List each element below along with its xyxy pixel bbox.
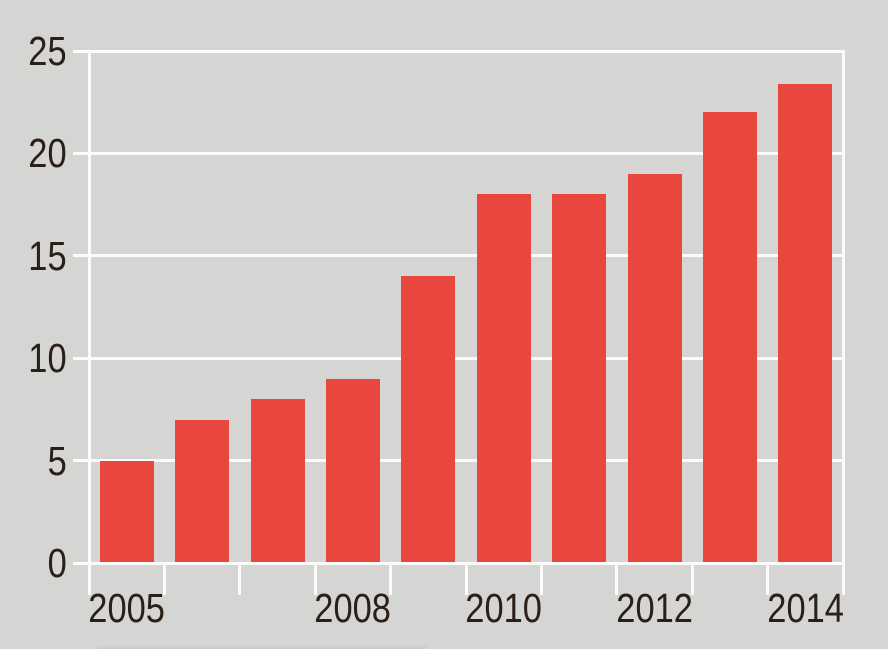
bar [702,112,757,563]
y-axis-line [87,49,91,594]
gridline [73,356,843,360]
x-tick-label-text: 2008 [314,585,392,631]
y-tick-label: 25 [0,29,67,73]
y-tick-label-text: 10 [28,335,67,382]
y-tick-label: 10 [0,336,67,380]
y-tick-label: 20 [0,131,67,175]
gridline [73,459,843,463]
x-tick-label: 2008 [263,586,443,630]
x-tick-label: 2014 [715,586,888,630]
gridline [73,254,843,258]
bar [476,194,531,563]
bar [552,194,607,563]
x-tick-mark [389,563,393,595]
bar [175,419,230,563]
x-tick-mark [313,563,317,595]
x-tick-label: 2005 [37,586,217,630]
x-tick-mark [464,563,468,595]
y-tick-label: 15 [0,234,67,278]
x-axis-baseline [73,561,843,565]
x-tick-label-text: 2005 [88,585,165,631]
bar [250,399,305,563]
bar [778,83,833,563]
x-tick-label: 2010 [414,586,594,630]
y-tick-label-text: 20 [28,130,67,177]
x-tick-mark [238,563,242,595]
y-tick-label-text: 25 [28,28,67,74]
bar [325,378,380,563]
x-tick-label: 2012 [565,586,745,630]
x-tick-label-text: 2010 [465,585,542,631]
bar [627,173,682,563]
x-tick-mark [690,563,694,595]
x-tick-mark [615,563,619,595]
right-frame-line [841,49,845,594]
y-tick-label-text: 15 [28,232,67,279]
bar [99,460,154,563]
gridline [73,49,843,53]
bar [401,276,456,563]
y-tick-label-text: 0 [47,540,67,586]
x-tick-label-text: 2014 [766,585,844,631]
gridline [73,151,843,155]
x-tick-mark [162,563,166,595]
y-tick-label-text: 5 [47,437,67,484]
x-tick-label-text: 2012 [616,585,693,631]
x-tick-mark [766,563,770,595]
y-tick-label: 5 [0,439,67,483]
cropped-caption-remnant [97,646,427,649]
y-tick-label: 0 [0,541,67,585]
x-tick-mark [539,563,543,595]
